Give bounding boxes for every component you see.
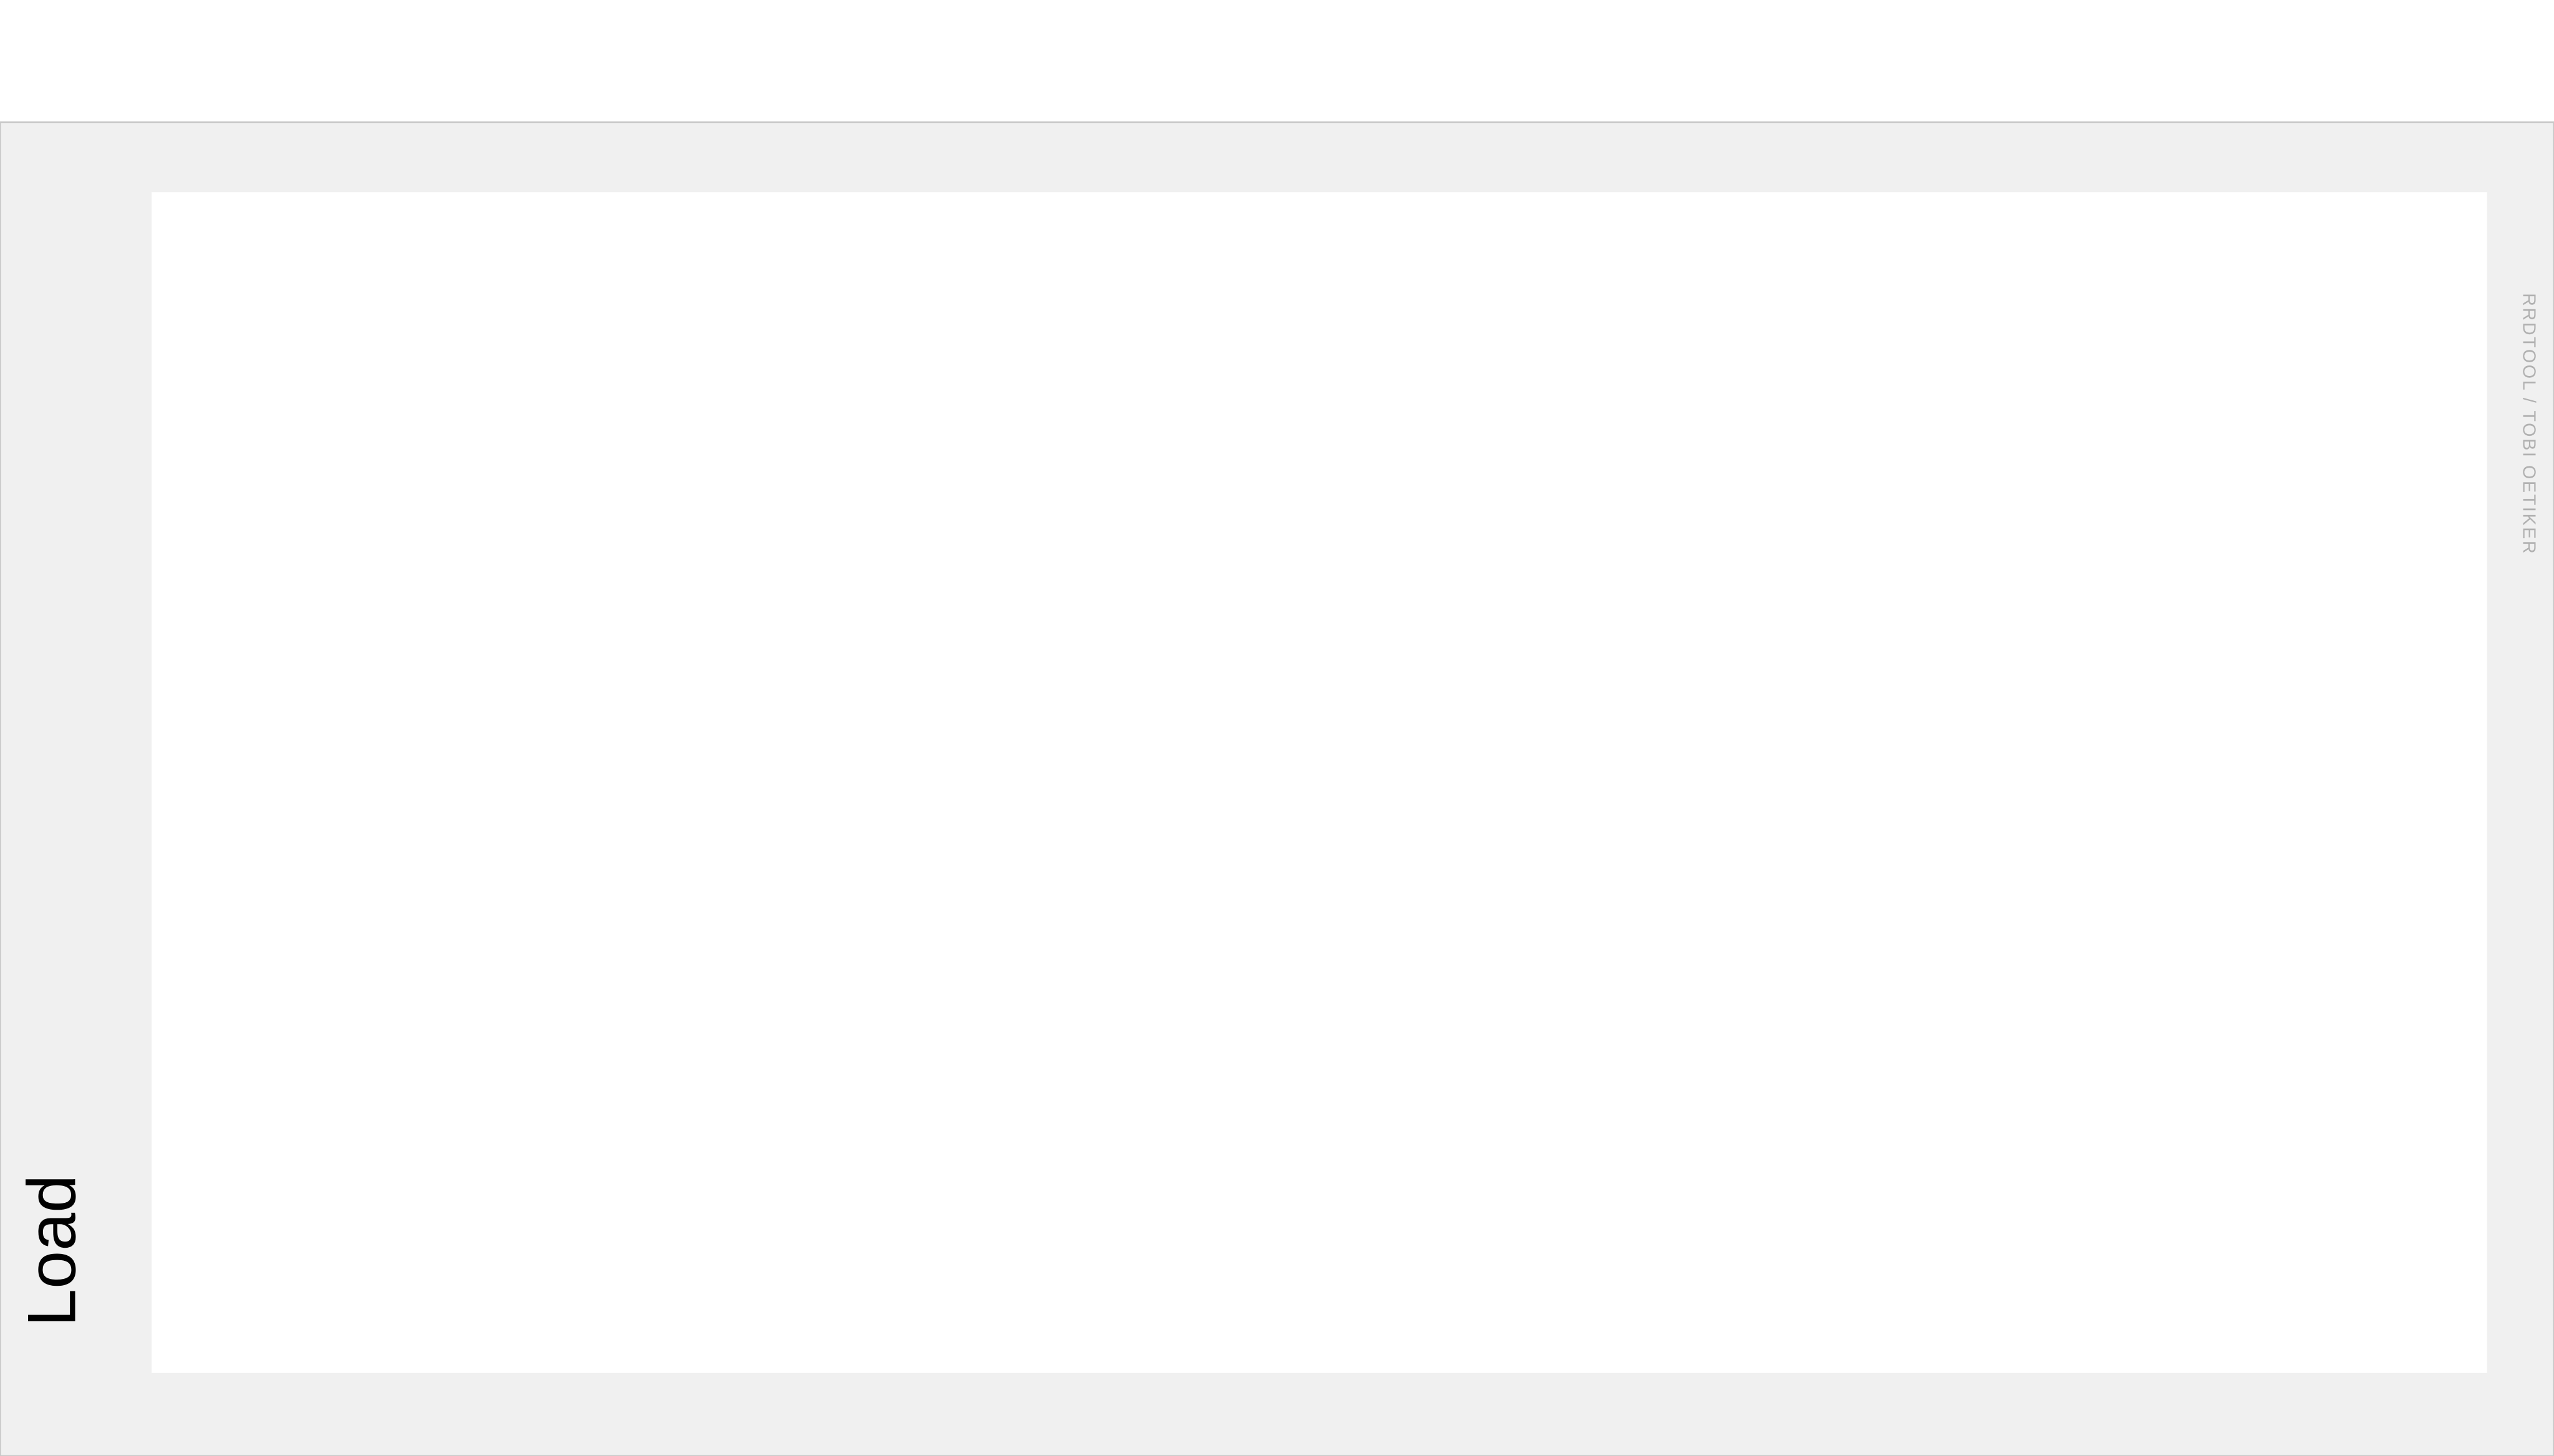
y-axis-label: Load — [14, 1175, 90, 1327]
plot-area — [152, 192, 2487, 1373]
watermark: RRDTOOL / TOBI OETIKER — [2518, 293, 2538, 555]
